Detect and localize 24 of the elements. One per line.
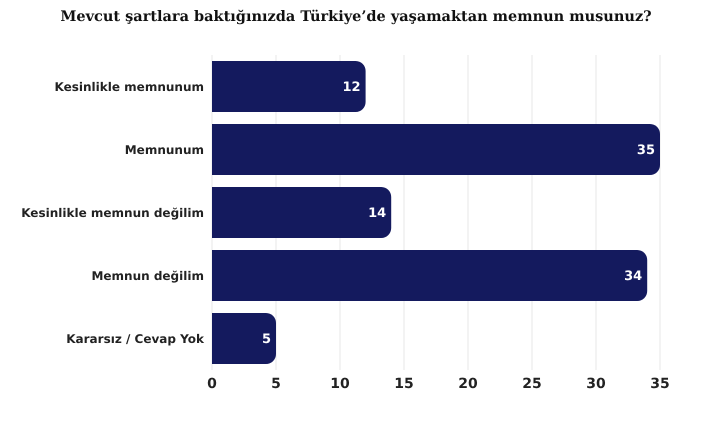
bar xyxy=(212,313,276,364)
y-tick-label: Kesinlikle memnunum xyxy=(54,80,204,94)
y-tick-label: Kesinlikle memnun değilim xyxy=(21,206,204,220)
x-tick-label: 35 xyxy=(650,376,670,392)
x-tick-label: 0 xyxy=(207,376,218,392)
bar xyxy=(212,250,648,301)
data-label: 34 xyxy=(624,269,642,284)
bar xyxy=(212,124,660,175)
data-label: 5 xyxy=(262,332,271,348)
y-tick-label: Memnun değilim xyxy=(91,268,204,283)
data-label: 14 xyxy=(368,206,386,222)
x-tick-label: 20 xyxy=(458,376,478,392)
bar xyxy=(212,61,366,112)
data-label: 35 xyxy=(636,143,655,158)
x-tick-label: 15 xyxy=(394,376,414,392)
x-tick-label: 30 xyxy=(586,376,606,392)
data-label: 12 xyxy=(342,80,361,96)
bar xyxy=(212,187,392,238)
chart-title: Mevcut şartlara baktığınızda Türkiye’de yaşamaktan memnun musunuz? xyxy=(59,8,653,25)
y-tick-label: Memnunum xyxy=(124,142,204,157)
y-tick-label: Kararsız / Cevap Yok xyxy=(66,332,206,346)
x-tick-label: 25 xyxy=(522,376,542,392)
x-tick-label: 5 xyxy=(271,376,281,392)
x-tick-label: 10 xyxy=(330,376,350,392)
